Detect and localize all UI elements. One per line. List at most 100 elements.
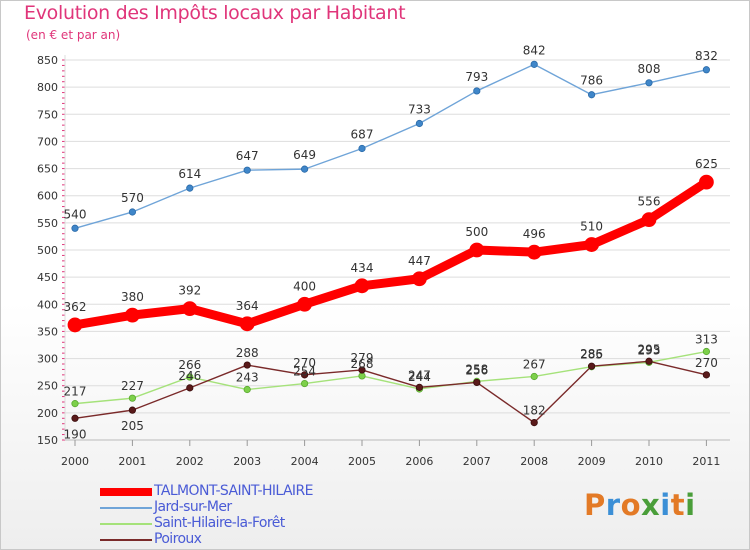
data-label: 286 — [580, 347, 603, 361]
logo-letter: t — [670, 488, 686, 522]
y-tick-label: 650 — [37, 163, 58, 176]
data-label: 190 — [64, 427, 87, 441]
data-label: 313 — [695, 333, 718, 347]
data-point — [182, 301, 198, 317]
logo-letter: P — [584, 488, 606, 522]
x-tick-label: 2007 — [463, 455, 491, 468]
series-line-1 — [74, 63, 708, 229]
data-point — [415, 383, 423, 391]
logo-letter: o — [620, 488, 642, 522]
data-label: 364 — [236, 299, 259, 313]
data-label: 362 — [64, 300, 87, 314]
y-tick-label: 450 — [37, 271, 58, 284]
x-tick-label: 2000 — [61, 455, 89, 468]
data-label: 254 — [293, 365, 316, 379]
data-label: 556 — [638, 195, 661, 209]
y-tick-label: 350 — [37, 325, 58, 338]
data-point — [186, 184, 194, 192]
proxiti-logo: Proxiti — [584, 488, 696, 522]
data-point — [641, 212, 657, 228]
data-label: 270 — [293, 356, 316, 370]
data-label: 217 — [64, 385, 87, 399]
data-label: 268 — [351, 357, 374, 371]
data-label: 687 — [351, 127, 374, 141]
data-label: 832 — [695, 49, 718, 63]
data-point — [702, 66, 711, 74]
data-label: 182 — [523, 404, 546, 418]
y-tick-label: 250 — [37, 380, 58, 393]
x-tick-label: 2009 — [578, 455, 606, 468]
data-point — [584, 237, 599, 252]
data-point — [243, 166, 251, 174]
data-point — [530, 419, 538, 427]
legend-label: TALMONT-SAINT-HILAIRE — [154, 483, 313, 499]
x-tick-label: 2006 — [405, 455, 433, 468]
data-label: 510 — [580, 220, 603, 234]
data-point — [71, 414, 79, 422]
data-label: 380 — [121, 290, 144, 304]
x-tick-label: 2005 — [348, 455, 376, 468]
data-point — [300, 371, 309, 379]
y-tick-label: 550 — [37, 217, 58, 230]
data-label: 793 — [465, 70, 488, 84]
data-label: 258 — [465, 362, 488, 376]
data-point — [354, 278, 370, 294]
data-point — [411, 271, 427, 287]
x-tick-label: 2002 — [176, 455, 204, 468]
data-label: 256 — [465, 363, 488, 377]
logo-letter: i — [660, 488, 671, 522]
data-point — [469, 242, 485, 258]
data-point — [186, 384, 194, 392]
data-point — [526, 244, 542, 260]
data-point — [473, 87, 481, 95]
legend-label: Saint-Hilaire-la-Forêt — [154, 515, 285, 531]
data-label: 243 — [236, 371, 259, 385]
y-tick-label: 750 — [37, 108, 58, 121]
data-label: 614 — [178, 167, 201, 181]
data-label: 285 — [580, 348, 603, 362]
chart-title: Evolution des Impôts locaux par Habitant — [24, 2, 406, 24]
data-point — [645, 357, 653, 365]
data-point — [71, 224, 79, 232]
data-point — [702, 347, 711, 356]
logo-letter: i — [685, 488, 696, 522]
data-point — [358, 366, 366, 374]
data-point — [358, 372, 366, 380]
data-label: 293 — [638, 343, 661, 357]
data-label: 270 — [695, 356, 718, 370]
data-point — [124, 307, 140, 323]
x-tick-label: 2001 — [118, 455, 146, 468]
y-tick-label: 800 — [37, 81, 58, 94]
data-label: 500 — [465, 225, 488, 239]
data-label: 266 — [178, 358, 201, 372]
data-point — [702, 371, 711, 379]
data-label: 244 — [408, 370, 431, 384]
y-tick-label: 150 — [37, 434, 58, 447]
data-point — [297, 296, 313, 312]
data-point — [67, 317, 83, 333]
data-label: 227 — [121, 379, 144, 393]
data-point — [358, 144, 366, 153]
legend-swatch — [100, 507, 152, 509]
data-label: 392 — [178, 284, 201, 298]
data-label: 447 — [408, 254, 431, 268]
y-tick-label: 850 — [37, 54, 58, 67]
x-tick-label: 2011 — [692, 455, 720, 468]
data-point — [239, 316, 255, 332]
x-tick-label: 2010 — [635, 455, 663, 468]
series-line-3 — [74, 360, 708, 424]
y-tick-label: 300 — [37, 353, 58, 366]
data-point — [128, 208, 136, 216]
data-label: 496 — [523, 227, 546, 241]
data-label: 434 — [351, 261, 374, 275]
data-label: 625 — [695, 157, 718, 171]
y-tick-label: 400 — [37, 298, 58, 311]
data-label: 267 — [523, 357, 546, 371]
y-tick-label: 200 — [37, 407, 58, 420]
data-label: 786 — [580, 74, 603, 88]
x-tick-label: 2004 — [291, 455, 319, 468]
data-point — [473, 378, 481, 387]
y-tick-label: 700 — [37, 135, 58, 148]
data-label: 808 — [638, 62, 661, 76]
